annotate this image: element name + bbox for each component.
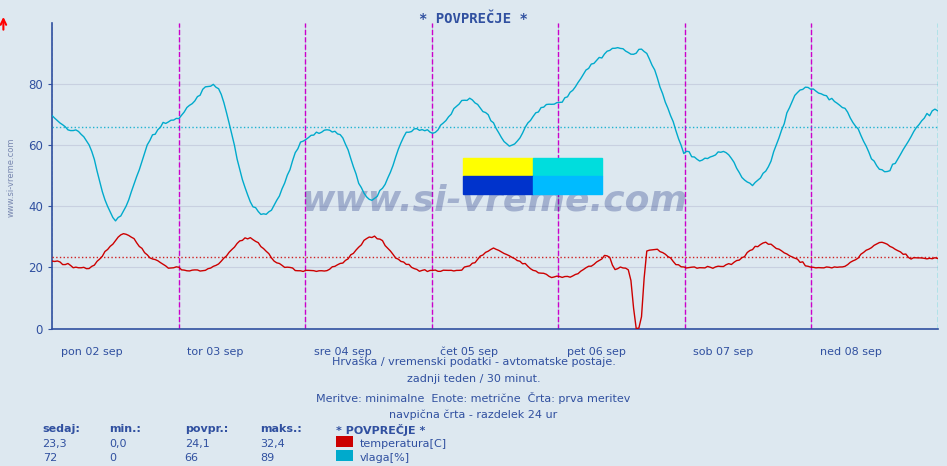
- Text: Meritve: minimalne  Enote: metrične  Črta: prva meritev: Meritve: minimalne Enote: metrične Črta:…: [316, 392, 631, 404]
- Bar: [463, 158, 533, 176]
- Text: 89: 89: [260, 453, 275, 463]
- Text: 23,3: 23,3: [43, 439, 67, 449]
- Text: ned 08 sep: ned 08 sep: [820, 347, 882, 357]
- Bar: [533, 176, 602, 194]
- Text: temperatura[C]: temperatura[C]: [360, 439, 447, 449]
- Text: pon 02 sep: pon 02 sep: [61, 347, 122, 357]
- Text: povpr.:: povpr.:: [185, 424, 228, 434]
- Text: www.si-vreme.com: www.si-vreme.com: [7, 137, 16, 217]
- Text: 0: 0: [109, 453, 116, 463]
- Text: navpična črta - razdelek 24 ur: navpična črta - razdelek 24 ur: [389, 410, 558, 420]
- Text: www.si-vreme.com: www.si-vreme.com: [302, 183, 688, 217]
- Text: zadnji teden / 30 minut.: zadnji teden / 30 minut.: [406, 374, 541, 384]
- Text: sob 07 sep: sob 07 sep: [693, 347, 754, 357]
- Text: tor 03 sep: tor 03 sep: [188, 347, 243, 357]
- Text: * POVPREČJE *: * POVPREČJE *: [336, 424, 425, 436]
- Text: čet 05 sep: čet 05 sep: [440, 347, 498, 357]
- Text: Hrvaška / vremenski podatki - avtomatske postaje.: Hrvaška / vremenski podatki - avtomatske…: [331, 356, 616, 367]
- Bar: [463, 176, 533, 194]
- Text: 72: 72: [43, 453, 57, 463]
- Bar: [533, 158, 602, 176]
- Text: pet 06 sep: pet 06 sep: [567, 347, 626, 357]
- Text: * POVPREČJE *: * POVPREČJE *: [420, 12, 527, 26]
- Text: maks.:: maks.:: [260, 424, 302, 434]
- Text: 0,0: 0,0: [109, 439, 126, 449]
- Text: vlaga[%]: vlaga[%]: [360, 453, 410, 463]
- Text: sedaj:: sedaj:: [43, 424, 80, 434]
- Text: 24,1: 24,1: [185, 439, 209, 449]
- Text: 66: 66: [185, 453, 199, 463]
- Text: 32,4: 32,4: [260, 439, 285, 449]
- Text: min.:: min.:: [109, 424, 141, 434]
- Text: sre 04 sep: sre 04 sep: [313, 347, 371, 357]
